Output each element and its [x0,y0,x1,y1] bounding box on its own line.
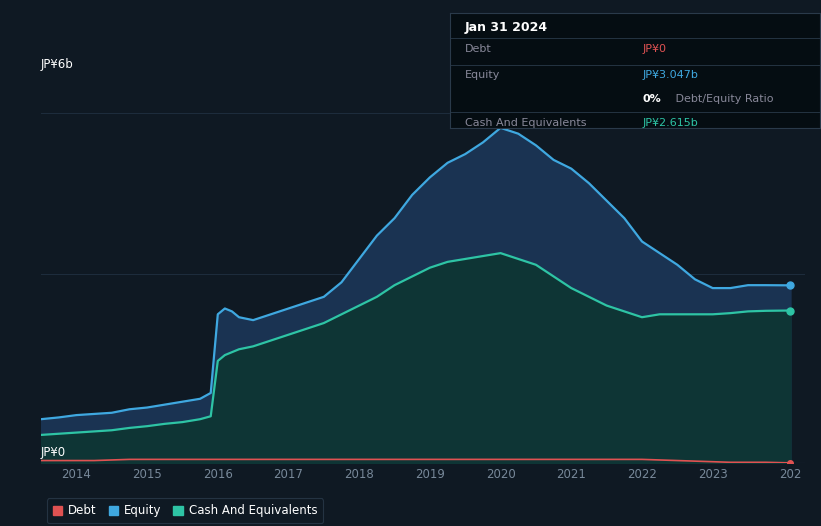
Text: Cash And Equivalents: Cash And Equivalents [465,118,586,128]
Text: 0%: 0% [642,94,661,104]
Text: JP¥3.047b: JP¥3.047b [642,70,699,80]
Text: Debt/Equity Ratio: Debt/Equity Ratio [672,94,773,104]
Text: JP¥0: JP¥0 [41,446,67,459]
Text: Debt: Debt [465,44,492,54]
Text: Equity: Equity [465,70,500,80]
Legend: Debt, Equity, Cash And Equivalents: Debt, Equity, Cash And Equivalents [47,499,323,523]
Text: JP¥6b: JP¥6b [41,58,74,71]
Text: Jan 31 2024: Jan 31 2024 [465,21,548,34]
Text: JP¥2.615b: JP¥2.615b [642,118,698,128]
Text: JP¥0: JP¥0 [642,44,667,54]
